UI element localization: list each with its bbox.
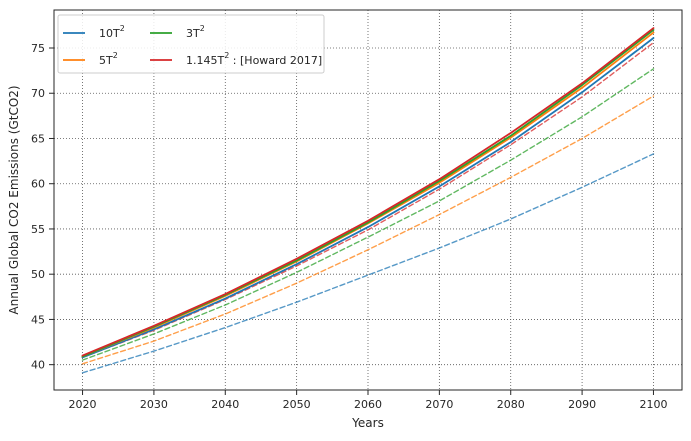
series-line — [81, 37, 655, 359]
y-axis-label: Annual Global CO2 Emissions (GtCO2) — [7, 85, 21, 314]
y-tick-label: 70 — [31, 87, 45, 100]
legend: 10T2 5T2 3T2 1.145T2 : [Howard 2017] — [57, 14, 325, 74]
y-tick-label: 50 — [31, 268, 45, 281]
y-tick-label: 45 — [31, 313, 45, 326]
x-tick-label: 2050 — [283, 398, 311, 411]
x-tick-label: 2060 — [354, 398, 382, 411]
x-tick-label: 2100 — [639, 398, 667, 411]
series-line — [81, 27, 655, 357]
y-tick-label: 60 — [31, 178, 45, 191]
x-tick-label: 2070 — [425, 398, 453, 411]
legend-label: 1.145T2 : [Howard 2017] — [186, 51, 322, 67]
legend-box — [57, 14, 325, 74]
y-tick-label: 65 — [31, 132, 45, 145]
series-line-dashed — [81, 41, 655, 359]
series-line-dashed — [81, 68, 655, 361]
x-tick-label: 2090 — [568, 398, 596, 411]
x-tick-label: 2040 — [211, 398, 239, 411]
y-tick-label: 55 — [31, 223, 45, 236]
y-tick-label: 75 — [31, 42, 45, 55]
series-line-dashed — [81, 95, 655, 365]
axis-ticks: 2020 2030 2040 2050 2060 2070 2080 2090 2100 40 45… — [31, 42, 667, 411]
y-tick-label: 40 — [31, 359, 45, 372]
x-axis-label: Years — [351, 416, 384, 430]
legend-label: 5T2 — [99, 51, 118, 67]
legend-label: 3T2 — [186, 24, 205, 40]
x-tick-label: 2020 — [69, 398, 97, 411]
x-tick-label: 2080 — [497, 398, 525, 411]
x-tick-label: 2030 — [140, 398, 168, 411]
series-line-dashed — [81, 153, 655, 374]
series-lines — [81, 27, 655, 374]
legend-label: 10T2 — [99, 24, 125, 40]
